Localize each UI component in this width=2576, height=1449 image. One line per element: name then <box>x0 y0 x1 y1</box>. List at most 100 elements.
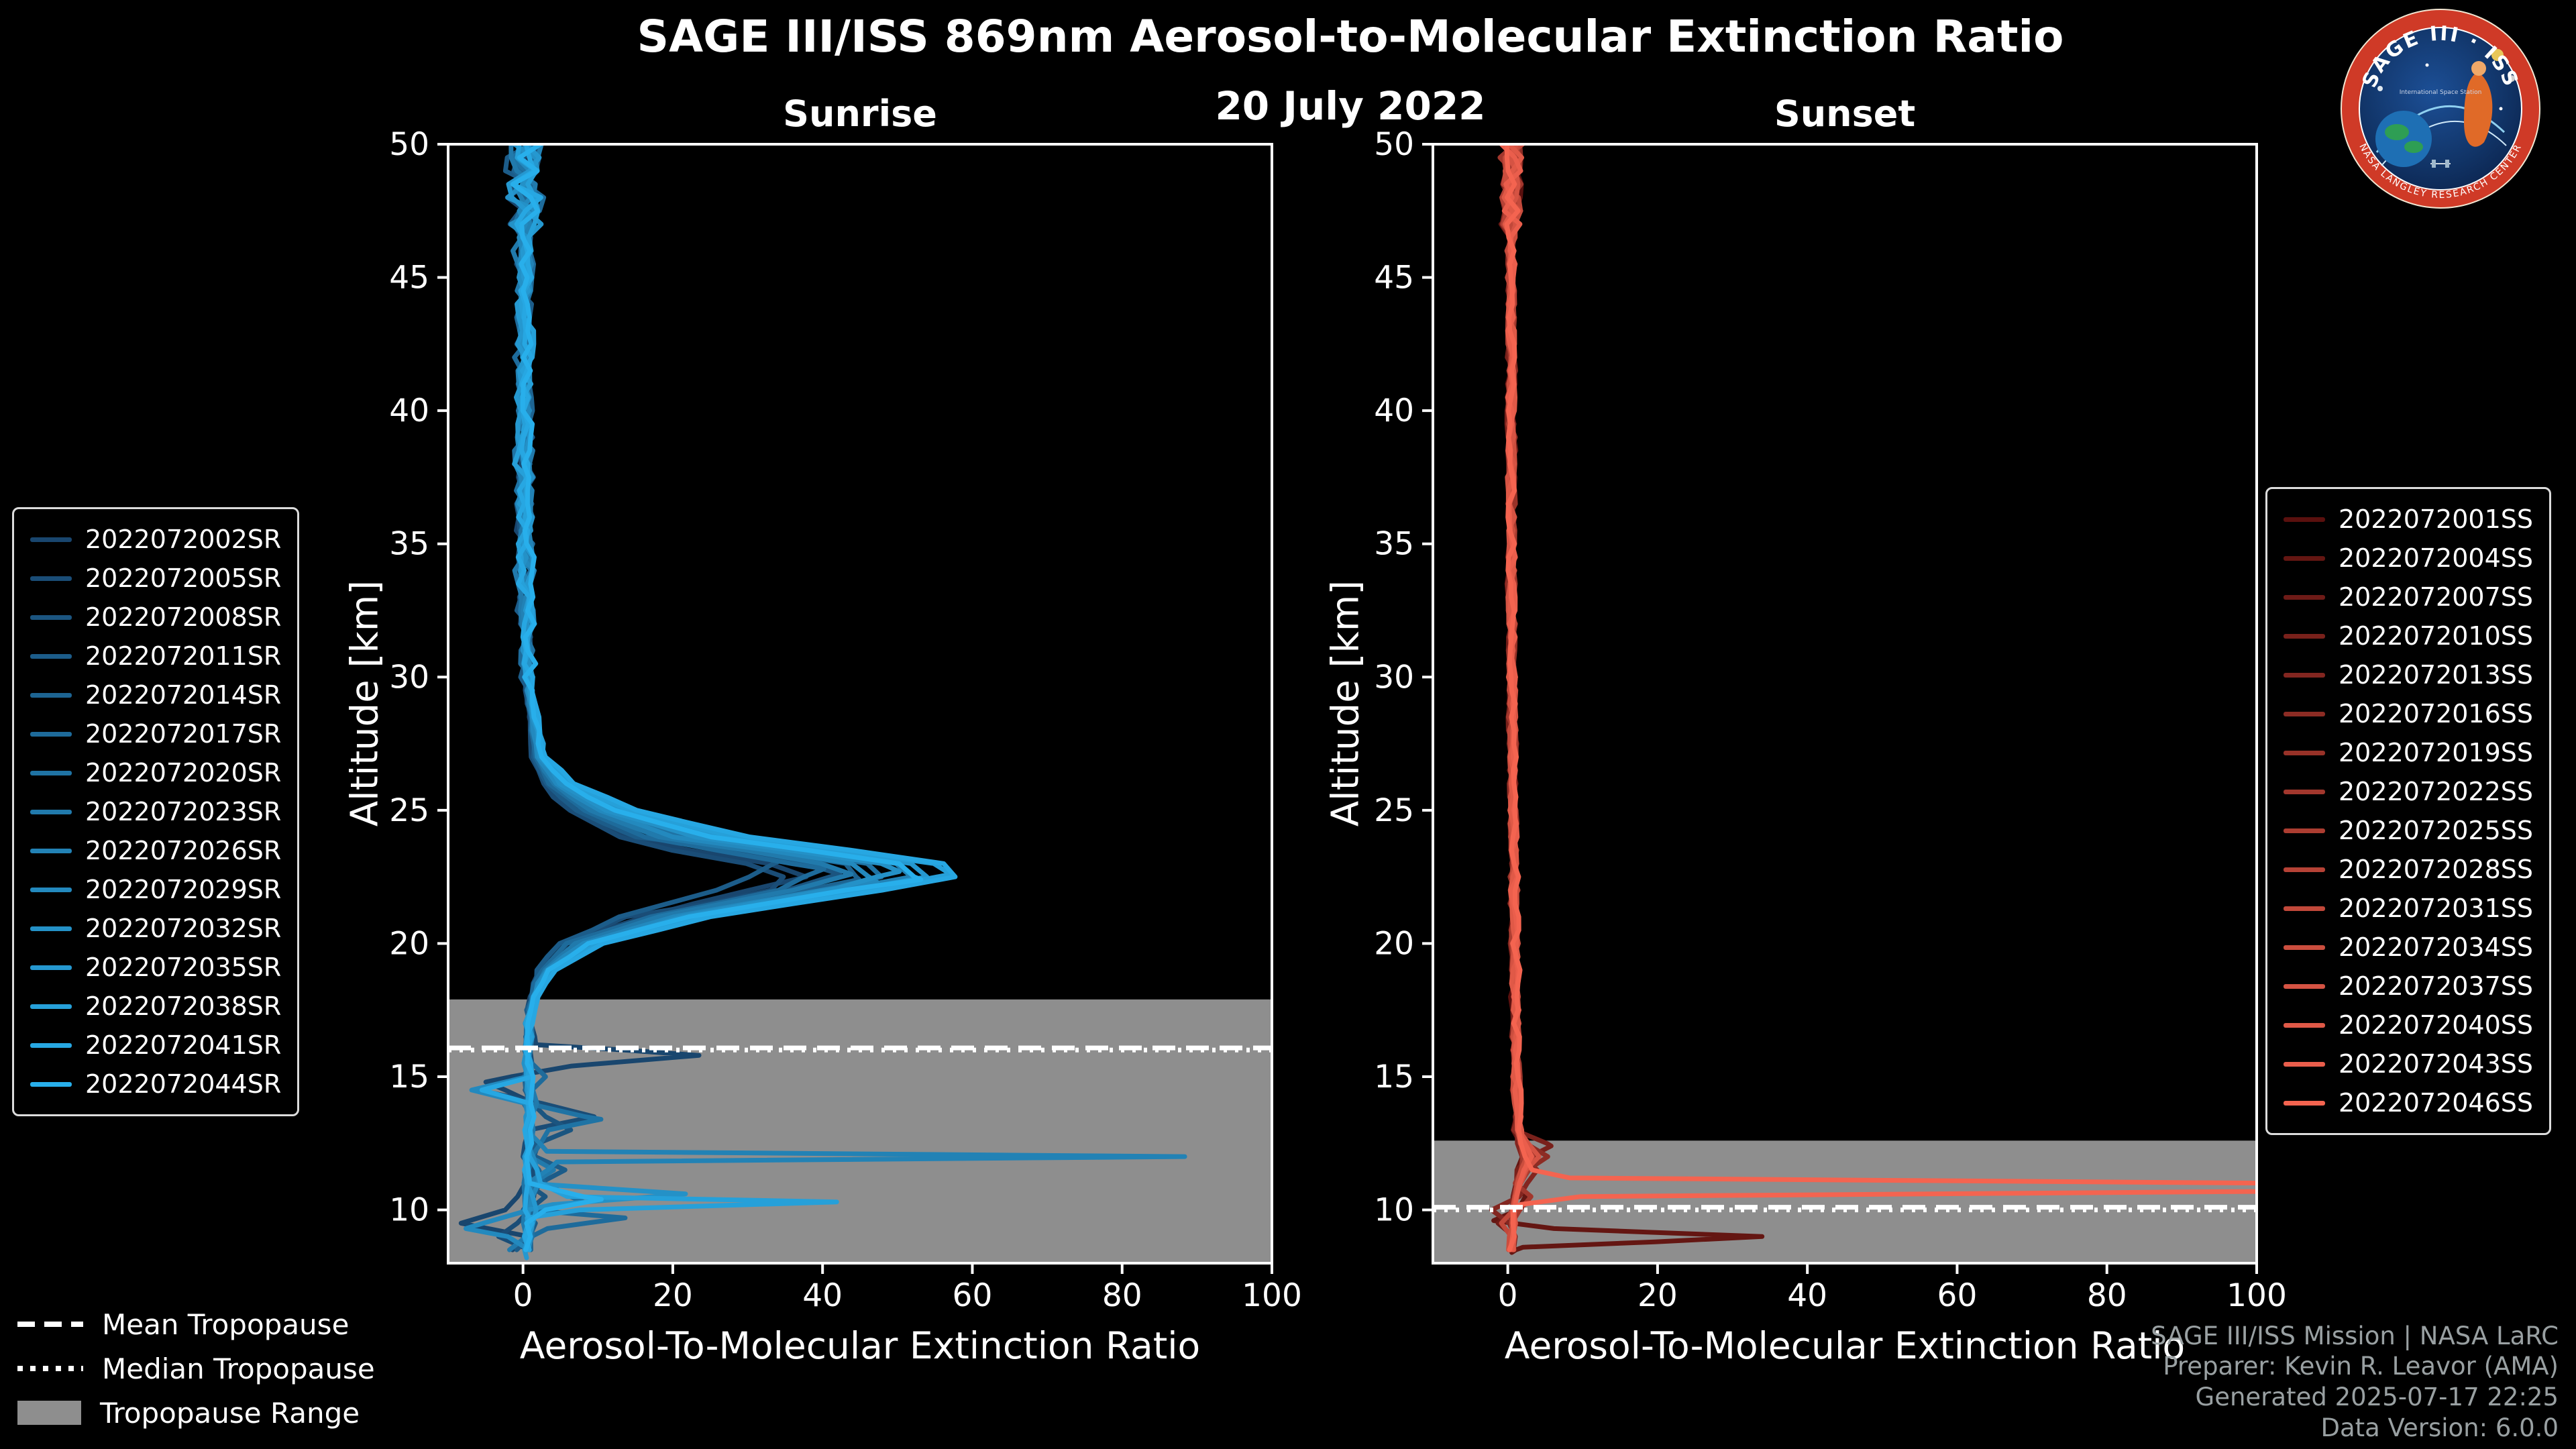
legend-line-swatch <box>30 809 72 814</box>
legend-item-label: 2022072037SS <box>2338 971 2533 1001</box>
legend-item-label: 2022072016SS <box>2338 699 2533 729</box>
star-icon <box>2425 63 2429 67</box>
legend-item: 2022072032SR <box>30 909 281 948</box>
star-icon <box>2499 107 2503 111</box>
legend-item-label: 2022072011SR <box>85 641 282 671</box>
legend-item-label: 2022072020SR <box>85 758 282 788</box>
legend-item: 2022072017SR <box>30 714 281 753</box>
x-tick-label: 60 <box>1937 1277 1978 1314</box>
credits-version: Data Version: 6.0.0 <box>2320 1413 2559 1443</box>
legend-item-label: 2022072022SS <box>2338 777 2533 806</box>
legend-item-label: 2022072004SS <box>2338 543 2533 573</box>
tropopause-range-legend-row: Tropopause Range <box>17 1397 375 1430</box>
y-tick-label: 50 <box>1374 126 1414 163</box>
earth-land-2 <box>2404 141 2423 153</box>
y-tick-label: 30 <box>389 659 429 696</box>
earth-land <box>2385 124 2409 140</box>
legend-line-swatch <box>30 576 72 581</box>
legend-item: 2022072026SR <box>30 831 281 870</box>
x-tick-label: 20 <box>1638 1277 1678 1314</box>
earth-icon <box>2375 111 2432 167</box>
x-tick-label: 100 <box>2226 1277 2287 1314</box>
legend-item-label: 2022072044SR <box>85 1069 282 1099</box>
x-tick-label: 60 <box>953 1277 993 1314</box>
legend-item: 2022072025SS <box>2283 811 2533 850</box>
legend-item-label: 2022072040SS <box>2338 1010 2533 1040</box>
legend-line-swatch <box>30 1081 72 1087</box>
y-tick-label: 45 <box>389 260 429 297</box>
legend-line-swatch <box>2283 1061 2325 1067</box>
legend-item-label: 2022072028SS <box>2338 855 2533 884</box>
series-line <box>511 144 924 1252</box>
tropopause-legend: Mean Tropopause Median Tropopause Tropop… <box>17 1307 375 1430</box>
y-tick-label: 15 <box>1374 1059 1414 1095</box>
legend-item: 2022072014SR <box>30 676 281 714</box>
x-tick-label: 80 <box>1102 1277 1142 1314</box>
figure-robe <box>2464 72 2493 147</box>
legend-line-swatch <box>30 692 72 698</box>
legend-item: 2022072020SR <box>30 753 281 792</box>
legend-item-label: 2022072001SS <box>2338 504 2533 534</box>
legend-line-swatch <box>2283 867 2325 872</box>
credits: SAGE III/ISS Mission | NASA LaRC Prepare… <box>2151 1321 2559 1444</box>
sunrise-legend: 2022072002SR 2022072005SR 2022072008SR 2022… <box>12 507 300 1116</box>
y-tick-label: 25 <box>1374 792 1414 829</box>
plot-border <box>447 143 1273 1265</box>
series-line <box>1491 144 1765 1255</box>
legend-item-label: 2022072041SR <box>85 1030 282 1060</box>
legend-line-swatch <box>30 537 72 542</box>
legend-line-swatch <box>30 731 72 737</box>
tropopause-range-band <box>1433 1140 2257 1263</box>
legend-line-swatch <box>2283 828 2325 833</box>
legend-item: 2022072001SS <box>2283 500 2533 539</box>
legend-item-label: 2022072038SR <box>85 991 282 1021</box>
sunrise-chart: 0 20 40 60 80 100 10 15 20 25 30 35 40 45 50 <box>389 126 1302 1314</box>
y-tick-label: 30 <box>1374 659 1414 696</box>
legend-item: 2022072016SS <box>2283 694 2533 733</box>
y-tick-label: 10 <box>389 1192 429 1229</box>
legend-item-label: 2022072034SS <box>2338 932 2533 962</box>
legend-line-swatch <box>2283 711 2325 716</box>
legend-item: 2022072005SR <box>30 559 281 598</box>
sunrise-plot-canvas: 0 20 40 60 80 100 10 15 20 25 30 35 40 45 50 <box>389 126 1302 1314</box>
legend-item-label: 2022072010SS <box>2338 621 2533 651</box>
x-tick-label: 0 <box>1498 1277 1518 1314</box>
sunset-legend: 2022072001SS 2022072004SS 2022072007SS 2022… <box>2265 487 2551 1135</box>
legend-line-swatch <box>30 1042 72 1048</box>
median-tropopause-label: Median Tropopause <box>102 1352 375 1385</box>
logo-subtitle-text: International Space Station <box>2400 89 2482 96</box>
legend-item: 2022072011SR <box>30 637 281 676</box>
legend-line-swatch <box>30 653 72 659</box>
legend-item: 2022072013SS <box>2283 655 2533 694</box>
legend-item: 2022072002SR <box>30 520 281 559</box>
legend-line-swatch <box>30 887 72 892</box>
legend-item: 2022072044SR <box>30 1065 281 1104</box>
sunset-x-axis-label: Aerosol-To-Molecular Extinction Ratio <box>1504 1324 2186 1367</box>
x-tick-label: 100 <box>1242 1277 1302 1314</box>
date-title: 20 July 2022 <box>1215 83 1486 129</box>
legend-item-label: 2022072014SR <box>85 680 282 710</box>
moon-icon <box>2491 49 2504 61</box>
legend-line-swatch <box>2283 672 2325 678</box>
page-title: SAGE III/ISS 869nm Aerosol-to-Molecular … <box>637 11 2064 62</box>
legend-item: 2022072023SR <box>30 792 281 831</box>
legend-line-swatch <box>30 770 72 775</box>
legend-line-swatch <box>2283 594 2325 600</box>
legend-item-label: 2022072031SS <box>2338 894 2533 923</box>
y-tick-label: 40 <box>1374 392 1414 429</box>
legend-item: 2022072038SR <box>30 987 281 1026</box>
legend-item: 2022072007SS <box>2283 578 2533 616</box>
legend-item: 2022072041SR <box>30 1026 281 1065</box>
legend-line-swatch <box>2283 906 2325 911</box>
dotted-line-swatch <box>17 1366 83 1371</box>
legend-item-label: 2022072002SR <box>85 525 282 554</box>
x-tick-label: 40 <box>1787 1277 1827 1314</box>
small-moon-icon <box>2508 75 2515 82</box>
mean-tropopause-label: Mean Tropopause <box>102 1307 350 1341</box>
x-tick-label: 0 <box>513 1277 533 1314</box>
legend-item: 2022072029SR <box>30 870 281 909</box>
legend-line-swatch <box>30 926 72 931</box>
y-tick-label: 40 <box>389 392 429 429</box>
sunset-y-axis-label: Altitude [km] <box>1324 580 1368 827</box>
